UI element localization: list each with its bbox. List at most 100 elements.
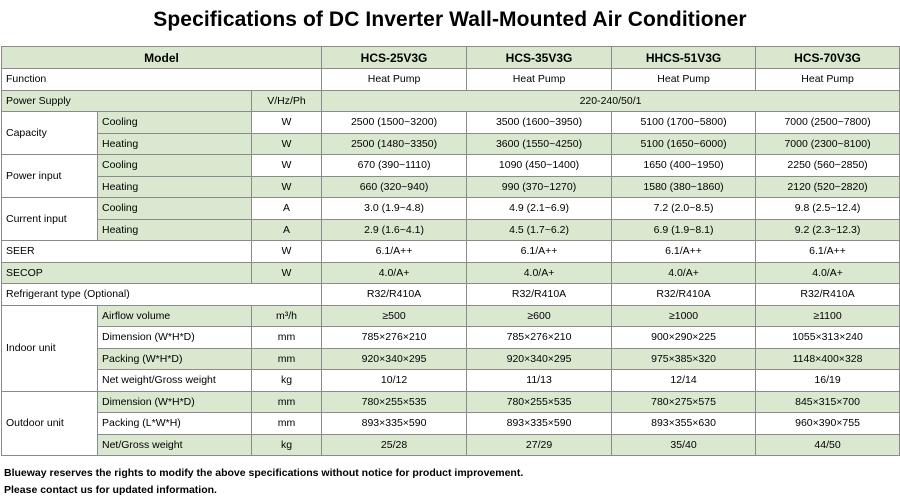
cell-value: 6.9 (1.9~8.1): [611, 218, 757, 241]
cell-value: 4.0/A+: [755, 261, 900, 284]
cell-value: 9.8 (2.5~12.4): [755, 197, 900, 220]
cell-value: 990 (370~1270): [466, 175, 613, 198]
current-input-cooling-row: Current input Cooling A 3.0 (1.9~4.8) 4.…: [1, 197, 900, 241]
cell-value: 1148×400×328: [755, 347, 900, 370]
cell-value: 3.0 (1.9~4.8): [321, 197, 468, 220]
sub-label: Airflow volume: [97, 304, 252, 327]
cell-value: Heat Pump: [755, 68, 900, 91]
sub-label: Dimension (W*H*D): [97, 326, 252, 349]
unit-cell: W: [250, 240, 323, 263]
cell-value: 220-240/50/1: [321, 89, 900, 112]
cell-value: 893×355×630: [611, 412, 757, 435]
cell-value: 9.2 (2.3~12.3): [755, 218, 900, 241]
cell-value: 7000 (2500~7800): [755, 111, 900, 134]
cell-value: ≥500: [321, 304, 468, 327]
cell-value: 785×276×210: [466, 326, 613, 349]
cell-value: 6.1/A++: [611, 240, 757, 263]
cell-value: 3500 (1600~3950): [466, 111, 613, 134]
model-label: Model: [0, 46, 323, 69]
cell-value: Heat Pump: [611, 68, 757, 91]
cell-value: 6.1/A++: [321, 240, 468, 263]
unit-cell: mm: [250, 326, 323, 349]
cell-value: 670 (390~1110): [321, 154, 468, 177]
cell-value: 2.9 (1.6~4.1): [321, 218, 468, 241]
cell-value: 1580 (380~1860): [611, 175, 757, 198]
row-label: Refrigerant type (Optional): [0, 283, 323, 306]
unit-cell: A: [250, 197, 323, 220]
sub-label: Cooling: [97, 197, 252, 220]
unit-cell: mm: [250, 390, 323, 413]
cell-value: 660 (320~940): [321, 175, 468, 198]
cell-value: 845×315×700: [755, 390, 900, 413]
cell-value: 35/40: [611, 433, 757, 456]
cell-value: 2500 (1480~3350): [321, 132, 468, 155]
cell-value: 1090 (450~1400): [466, 154, 613, 177]
cell-value: 16/19: [755, 369, 900, 392]
cell-value: 960×390×755: [755, 412, 900, 435]
cell-value: 27/29: [466, 433, 613, 456]
cell-value: 4.9 (2.1~6.9): [466, 197, 613, 220]
group-label: Current input: [1, 197, 98, 241]
cell-value: 4.0/A+: [611, 261, 757, 284]
cell-value: 785×276×210: [321, 326, 468, 349]
cell-value: 11/13: [466, 369, 613, 392]
cell-value: 780×255×535: [466, 390, 613, 413]
unit-cell: W: [250, 154, 323, 177]
cell-value: 6.1/A++: [466, 240, 613, 263]
cell-value: 2120 (520~2820): [755, 175, 900, 198]
row-label: Power Supply: [1, 89, 252, 112]
unit-cell: mm: [250, 347, 323, 370]
unit-cell: m³/h: [250, 304, 323, 327]
cell-value: R32/R410A: [755, 283, 900, 306]
cell-value: 780×275×575: [611, 390, 757, 413]
sub-label: Dimension (W*H*D): [97, 390, 252, 413]
unit-cell: W: [250, 132, 323, 155]
power-input-heating-row: Heating W 660 (320~940) 990 (370~1270) 1…: [2, 175, 900, 198]
function-row: Function Heat Pump Heat Pump Heat Pump H…: [0, 68, 900, 91]
cell-value: 6.1/A++: [755, 240, 900, 263]
cell-value: 4.0/A+: [321, 261, 468, 284]
row-label: Function: [0, 68, 323, 91]
cell-value: 7000 (2300~8100): [755, 132, 900, 155]
model-name: HHCS-51V3G: [611, 46, 757, 69]
cell-value: 920×340×295: [466, 347, 613, 370]
capacity-cooling-row: Capacity Cooling W 2500 (1500~3200) 3500…: [1, 111, 900, 155]
cell-value: 10/12: [321, 369, 468, 392]
cell-value: 900×290×225: [611, 326, 757, 349]
cell-value: 7.2 (2.0~8.5): [611, 197, 757, 220]
spec-table: Model HCS-25V3G HCS-35V3G HHCS-51V3G HCS…: [0, 46, 900, 456]
unit-cell: W: [250, 111, 323, 134]
model-name: HCS-70V3G: [755, 46, 900, 69]
model-header-row: Model HCS-25V3G HCS-35V3G HHCS-51V3G HCS…: [0, 46, 900, 69]
model-name: HCS-25V3G: [321, 46, 468, 69]
cell-value: R32/R410A: [466, 283, 613, 306]
sub-label: Heating: [97, 175, 252, 198]
row-label: SEER: [1, 240, 252, 263]
unit-cell: V/Hz/Ph: [250, 89, 323, 112]
cell-value: 920×340×295: [321, 347, 468, 370]
cell-value: 3600 (1550~4250): [466, 132, 613, 155]
indoor-packing-row: Packing (W*H*D) mm 920×340×295 920×340×2…: [2, 347, 900, 370]
cell-value: ≥600: [466, 304, 613, 327]
cell-value: Heat Pump: [466, 68, 613, 91]
footnote-contact: Please contact us for updated informatio…: [4, 484, 217, 496]
cell-value: 5100 (1700~5800): [611, 111, 757, 134]
unit-cell: kg: [250, 369, 323, 392]
unit-cell: mm: [250, 412, 323, 435]
outdoor-weight-row: Net/Gross weight kg 25/28 27/29 35/40 44…: [2, 433, 900, 456]
cell-value: 975×385×320: [611, 347, 757, 370]
indoor-airflow-row: Indoor unit Airflow volume m³/h ≥500 ≥60…: [1, 304, 900, 392]
unit-cell: A: [250, 218, 323, 241]
cell-value: 5100 (1650~6000): [611, 132, 757, 155]
seer-row: SEER W 6.1/A++ 6.1/A++ 6.1/A++ 6.1/A++: [1, 240, 900, 263]
group-label: Capacity: [1, 111, 98, 155]
indoor-weight-row: Net weight/Gross weight kg 10/12 11/13 1…: [2, 369, 900, 392]
power-supply-row: Power Supply V/Hz/Ph 220-240/50/1: [1, 89, 900, 112]
cell-value: 4.5 (1.7~6.2): [466, 218, 613, 241]
unit-cell: W: [250, 261, 323, 284]
outdoor-packing-row: Packing (L*W*H) mm 893×335×590 893×335×5…: [2, 412, 900, 435]
refrigerant-row: Refrigerant type (Optional) R32/R410A R3…: [0, 283, 900, 306]
page-title: Specifications of DC Inverter Wall-Mount…: [153, 8, 747, 31]
group-label: Power input: [1, 154, 98, 198]
sub-label: Cooling: [97, 154, 252, 177]
